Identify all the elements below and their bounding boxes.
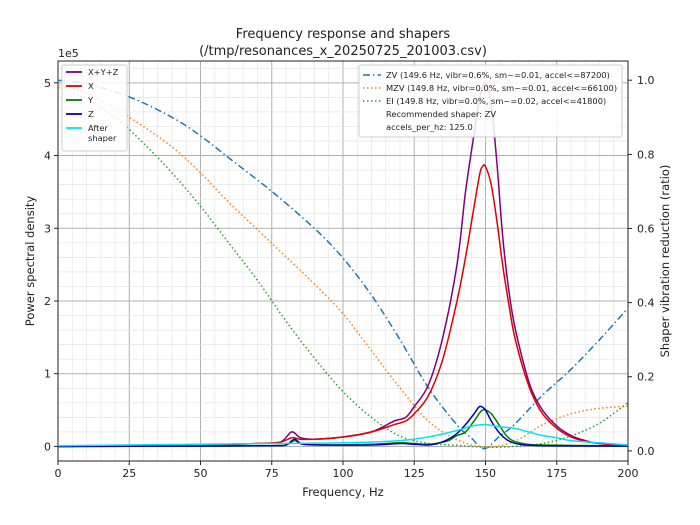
y-tick-label: 1 xyxy=(44,368,51,381)
y-tick-label: 4 xyxy=(44,150,51,163)
legend-label-after: After xyxy=(88,123,109,133)
psd-line-after xyxy=(57,423,629,447)
x-tick-label: 25 xyxy=(122,467,136,480)
y-tick-label: 0 xyxy=(44,440,51,453)
y2-tick-label: 1.0 xyxy=(637,74,655,87)
psd-line-x xyxy=(57,164,629,448)
y2-axis-ticks: 0.0 0.2 0.4 0.6 0.8 1.0 xyxy=(628,74,655,458)
legend-label-zv: ZV (149.6 Hz, vibr=0.6%, sm~=0.01, accel… xyxy=(386,70,610,80)
x-tick-label: 125 xyxy=(404,467,425,480)
y-tick-label: 2 xyxy=(44,295,51,308)
legend-label-after: shaper xyxy=(88,133,117,143)
y-axis-label: Power spectral density xyxy=(23,196,37,327)
accels-per-hz-text: accels_per_hz: 125.0 xyxy=(386,122,473,132)
legend-label-x-y-z: X+Y+Z xyxy=(88,67,119,77)
shaper-lines xyxy=(57,79,629,450)
y2-axis-label: Shaper vibration reduction (ratio) xyxy=(658,165,672,358)
legend-label-y: Y xyxy=(87,95,94,105)
x-tick-label: 0 xyxy=(55,467,62,480)
x-tick-label: 150 xyxy=(475,467,496,480)
psd-line-x-y-z xyxy=(57,81,629,448)
shaper-line-mzv xyxy=(57,83,629,448)
psd-line-z xyxy=(57,405,629,448)
x-axis-ticks: 0 25 50 75 100 125 150 175 200 xyxy=(55,461,639,480)
legend-right: ZV (149.6 Hz, vibr=0.6%, sm~=0.01, accel… xyxy=(358,64,623,138)
y2-tick-label: 0.8 xyxy=(637,148,655,161)
chart-title: Frequency response and shapers xyxy=(236,27,451,42)
x-tick-label: 100 xyxy=(333,467,354,480)
chart-subtitle: (/tmp/resonances_x_20250725_201003.csv) xyxy=(199,44,487,59)
legend-label-x: X xyxy=(88,81,94,91)
x-tick-label: 175 xyxy=(546,467,567,480)
shaper-line-zv xyxy=(57,79,629,450)
x-axis-label: Frequency, Hz xyxy=(302,485,383,499)
x-tick-label: 200 xyxy=(618,467,639,480)
x-tick-label: 50 xyxy=(194,467,208,480)
y-tick-label: 5 xyxy=(44,77,51,90)
y2-tick-label: 0.4 xyxy=(637,297,655,310)
legend-label-mzv: MZV (149.8 Hz, vibr=0.0%, sm~=0.01, acce… xyxy=(386,83,617,93)
legend-right-box xyxy=(358,64,623,138)
y-scale-label: 1e5 xyxy=(58,47,79,60)
y-axis-ticks: 0 1 2 3 4 5 xyxy=(44,77,58,453)
psd-lines xyxy=(57,81,629,448)
recommended-shaper-text: Recommended shaper: ZV xyxy=(386,109,496,119)
legend-label-z: Z xyxy=(88,109,94,119)
y2-tick-label: 0.6 xyxy=(637,222,655,235)
y2-tick-label: 0.2 xyxy=(637,371,655,384)
y-tick-label: 3 xyxy=(44,222,51,235)
legend-label-ei: EI (149.8 Hz, vibr=0.0%, sm~=0.02, accel… xyxy=(386,96,606,106)
x-tick-label: 75 xyxy=(265,467,279,480)
y2-tick-label: 0.0 xyxy=(637,445,655,458)
